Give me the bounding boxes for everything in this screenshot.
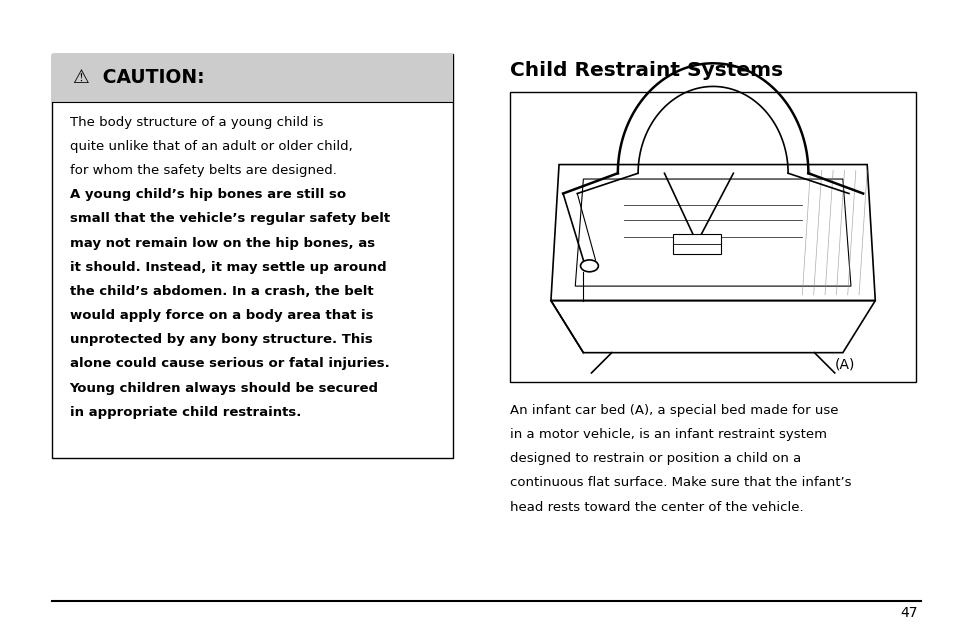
Text: 47: 47 <box>900 606 917 620</box>
Text: continuous flat surface. Make sure that the infant’s: continuous flat surface. Make sure that … <box>510 476 851 489</box>
Text: it should. Instead, it may settle up around: it should. Instead, it may settle up aro… <box>70 261 386 273</box>
Text: designed to restrain or position a child on a: designed to restrain or position a child… <box>510 452 801 465</box>
Text: head rests toward the center of the vehicle.: head rests toward the center of the vehi… <box>510 501 803 513</box>
Text: unprotected by any bony structure. This: unprotected by any bony structure. This <box>70 333 372 346</box>
Bar <box>510 92 915 382</box>
Text: quite unlike that of an adult or older child,: quite unlike that of an adult or older c… <box>70 140 352 153</box>
Text: Child Restraint Systems: Child Restraint Systems <box>510 60 782 80</box>
Text: the child’s abdomen. In a crash, the belt: the child’s abdomen. In a crash, the bel… <box>70 285 373 298</box>
Bar <box>52 54 453 102</box>
Bar <box>672 234 720 254</box>
Text: would apply force on a body area that is: would apply force on a body area that is <box>70 309 373 322</box>
Bar <box>52 54 453 458</box>
Text: in a motor vehicle, is an infant restraint system: in a motor vehicle, is an infant restrai… <box>510 428 826 441</box>
Text: A young child’s hip bones are still so: A young child’s hip bones are still so <box>70 188 345 201</box>
Text: The body structure of a young child is: The body structure of a young child is <box>70 116 323 128</box>
Text: ⚠  CAUTION:: ⚠ CAUTION: <box>73 69 205 87</box>
Text: for whom the safety belts are designed.: for whom the safety belts are designed. <box>70 164 336 177</box>
Text: Young children always should be secured: Young children always should be secured <box>70 382 378 394</box>
Text: in appropriate child restraints.: in appropriate child restraints. <box>70 406 301 418</box>
Text: alone could cause serious or fatal injuries.: alone could cause serious or fatal injur… <box>70 357 389 370</box>
Text: may not remain low on the hip bones, as: may not remain low on the hip bones, as <box>70 237 375 249</box>
Text: small that the vehicle’s regular safety belt: small that the vehicle’s regular safety … <box>70 212 390 225</box>
Text: (A): (A) <box>834 357 854 371</box>
Text: An infant car bed (A), a special bed made for use: An infant car bed (A), a special bed mad… <box>510 404 838 417</box>
